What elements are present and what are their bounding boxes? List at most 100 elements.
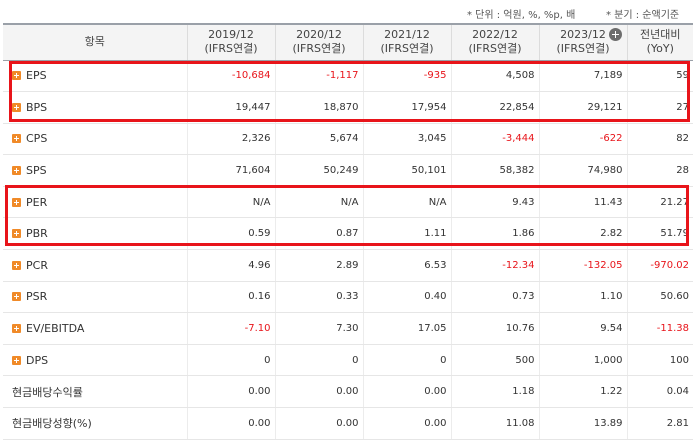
- header-item: 항목: [3, 23, 187, 61]
- row-label[interactable]: PCR: [3, 249, 187, 282]
- cell-value: 74,980: [538, 154, 627, 187]
- row-label-text: PER: [26, 195, 48, 209]
- cell-value: -12.34: [450, 249, 539, 282]
- cell-value: -935: [362, 60, 451, 93]
- row-label-text: BPS: [26, 100, 48, 114]
- table-row: DPS 0 0 0 500 1,000 100: [3, 344, 693, 377]
- cell-value: 10.76: [450, 312, 539, 345]
- cell-yoy: 27: [626, 91, 693, 124]
- cell-value: 2.89: [274, 249, 363, 282]
- expand-icon[interactable]: [12, 71, 21, 81]
- cell-value: -132.05: [538, 249, 627, 282]
- row-label[interactable]: PER: [3, 186, 187, 219]
- cell-value: 3,045: [362, 123, 451, 156]
- expand-icon[interactable]: [12, 134, 21, 144]
- cell-yoy: 28: [626, 154, 693, 187]
- basis-note: * 분기 : 순액기준: [606, 10, 680, 21]
- cell-value: 0.00: [274, 375, 363, 409]
- header-period: 2019/12 (IFRS연결): [186, 23, 275, 61]
- cell-value: 2.82: [538, 217, 627, 251]
- table-notes: * 단위 : 억원, %, %p, 배 * 분기 : 순액기준: [0, 4, 695, 21]
- cell-value: 11.43: [538, 186, 627, 219]
- cell-value: 13.89: [538, 407, 627, 440]
- row-label: 현금배당수익률: [3, 375, 187, 409]
- cell-value: 0.00: [362, 375, 451, 409]
- table-row: PCR 4.96 2.89 6.53 -12.34 -132.05 -970.02: [3, 249, 693, 282]
- cell-value: 18,870: [274, 91, 363, 124]
- cell-value: 0.00: [362, 407, 451, 440]
- cell-value: 1.11: [362, 217, 451, 251]
- cell-yoy: 100: [626, 344, 693, 377]
- header-period: 2023/12 (IFRS연결): [538, 23, 627, 61]
- row-label[interactable]: CPS: [3, 123, 187, 156]
- cell-value: 9.54: [538, 312, 627, 345]
- cell-value: 71,604: [186, 154, 275, 187]
- expand-icon[interactable]: [12, 197, 21, 207]
- cell-value: 1.18: [450, 375, 539, 409]
- expand-icon[interactable]: [12, 355, 21, 365]
- cell-yoy: 51.79: [626, 217, 693, 251]
- cell-value: 500: [450, 344, 539, 377]
- row-label[interactable]: PSR: [3, 281, 187, 314]
- table-row: PER N/A N/A N/A 9.43 11.43 21.27: [3, 186, 693, 219]
- cell-value: 2,326: [186, 123, 275, 156]
- cell-value: N/A: [186, 186, 275, 219]
- cell-value: 29,121: [538, 91, 627, 124]
- cell-value: 50,101: [362, 154, 451, 187]
- cell-yoy: 2.81: [626, 407, 693, 440]
- cell-value: -7.10: [186, 312, 275, 345]
- cell-value: 11.08: [450, 407, 539, 440]
- cell-value: 58,382: [450, 154, 539, 187]
- cell-value: 0.00: [186, 407, 275, 440]
- row-label[interactable]: BPS: [3, 91, 187, 124]
- cell-value: -1,117: [274, 60, 363, 93]
- header-period: 2020/12 (IFRS연결): [274, 23, 363, 61]
- cell-value: 0: [362, 344, 451, 377]
- cell-value: 50,249: [274, 154, 363, 187]
- expand-icon[interactable]: [12, 292, 21, 302]
- cell-value: 0.59: [186, 217, 275, 251]
- cell-value: 0.33: [274, 281, 363, 314]
- header-yoy: 전년대비 (YoY): [626, 23, 693, 61]
- cell-value: 0.73: [450, 281, 539, 314]
- cell-yoy: 50.60: [626, 281, 693, 314]
- cell-value: 0.40: [362, 281, 451, 314]
- cell-yoy: -970.02: [626, 249, 693, 282]
- header-period: 2021/12 (IFRS연결): [362, 23, 451, 61]
- row-label[interactable]: EPS: [3, 60, 187, 93]
- table-row: EPS -10,684 -1,117 -935 4,508 7,189 59: [3, 60, 693, 93]
- cell-value: 19,447: [186, 91, 275, 124]
- row-label[interactable]: DPS: [3, 344, 187, 377]
- row-label[interactable]: PBR: [3, 217, 187, 251]
- row-label: 현금배당성향(%): [3, 407, 187, 440]
- expand-icon[interactable]: [12, 324, 21, 334]
- cell-value: -3,444: [450, 123, 539, 156]
- table-row: CPS 2,326 5,674 3,045 -3,444 -622 82: [3, 123, 693, 156]
- cell-value: -10,684: [186, 60, 275, 93]
- cell-value: 0.00: [274, 407, 363, 440]
- expand-icon[interactable]: [12, 229, 21, 239]
- cell-value: 0.00: [186, 375, 275, 409]
- cell-value: 17,954: [362, 91, 451, 124]
- cell-value: 0: [274, 344, 363, 377]
- cell-value: 0.16: [186, 281, 275, 314]
- cell-yoy: 82: [626, 123, 693, 156]
- cell-value: 7,189: [538, 60, 627, 93]
- table-row: BPS 19,447 18,870 17,954 22,854 29,121 27: [3, 91, 693, 124]
- cell-value: 1,000: [538, 344, 627, 377]
- row-label-text: EV/EBITDA: [26, 322, 85, 336]
- table-row: EV/EBITDA -7.10 7.30 17.05 10.76 9.54 -11.38: [3, 312, 693, 345]
- financial-ratio-table: 항목 2019/12 (IFRS연결) 2020/12 (IFRS연결) 2021/…: [3, 23, 693, 440]
- cell-yoy: 0.04: [626, 375, 693, 409]
- add-period-icon[interactable]: [608, 28, 622, 41]
- expand-icon[interactable]: [12, 102, 21, 112]
- expand-icon[interactable]: [12, 166, 21, 176]
- row-label[interactable]: EV/EBITDA: [3, 312, 187, 345]
- row-label[interactable]: SPS: [3, 154, 187, 187]
- expand-icon[interactable]: [12, 260, 21, 270]
- table-row: 현금배당수익률 0.00 0.00 0.00 1.18 1.22 0.04: [3, 375, 693, 409]
- table-row: PSR 0.16 0.33 0.40 0.73 1.10 50.60: [3, 281, 693, 314]
- cell-value: 0: [186, 344, 275, 377]
- row-label-text: EPS: [26, 69, 47, 83]
- cell-value: 4.96: [186, 249, 275, 282]
